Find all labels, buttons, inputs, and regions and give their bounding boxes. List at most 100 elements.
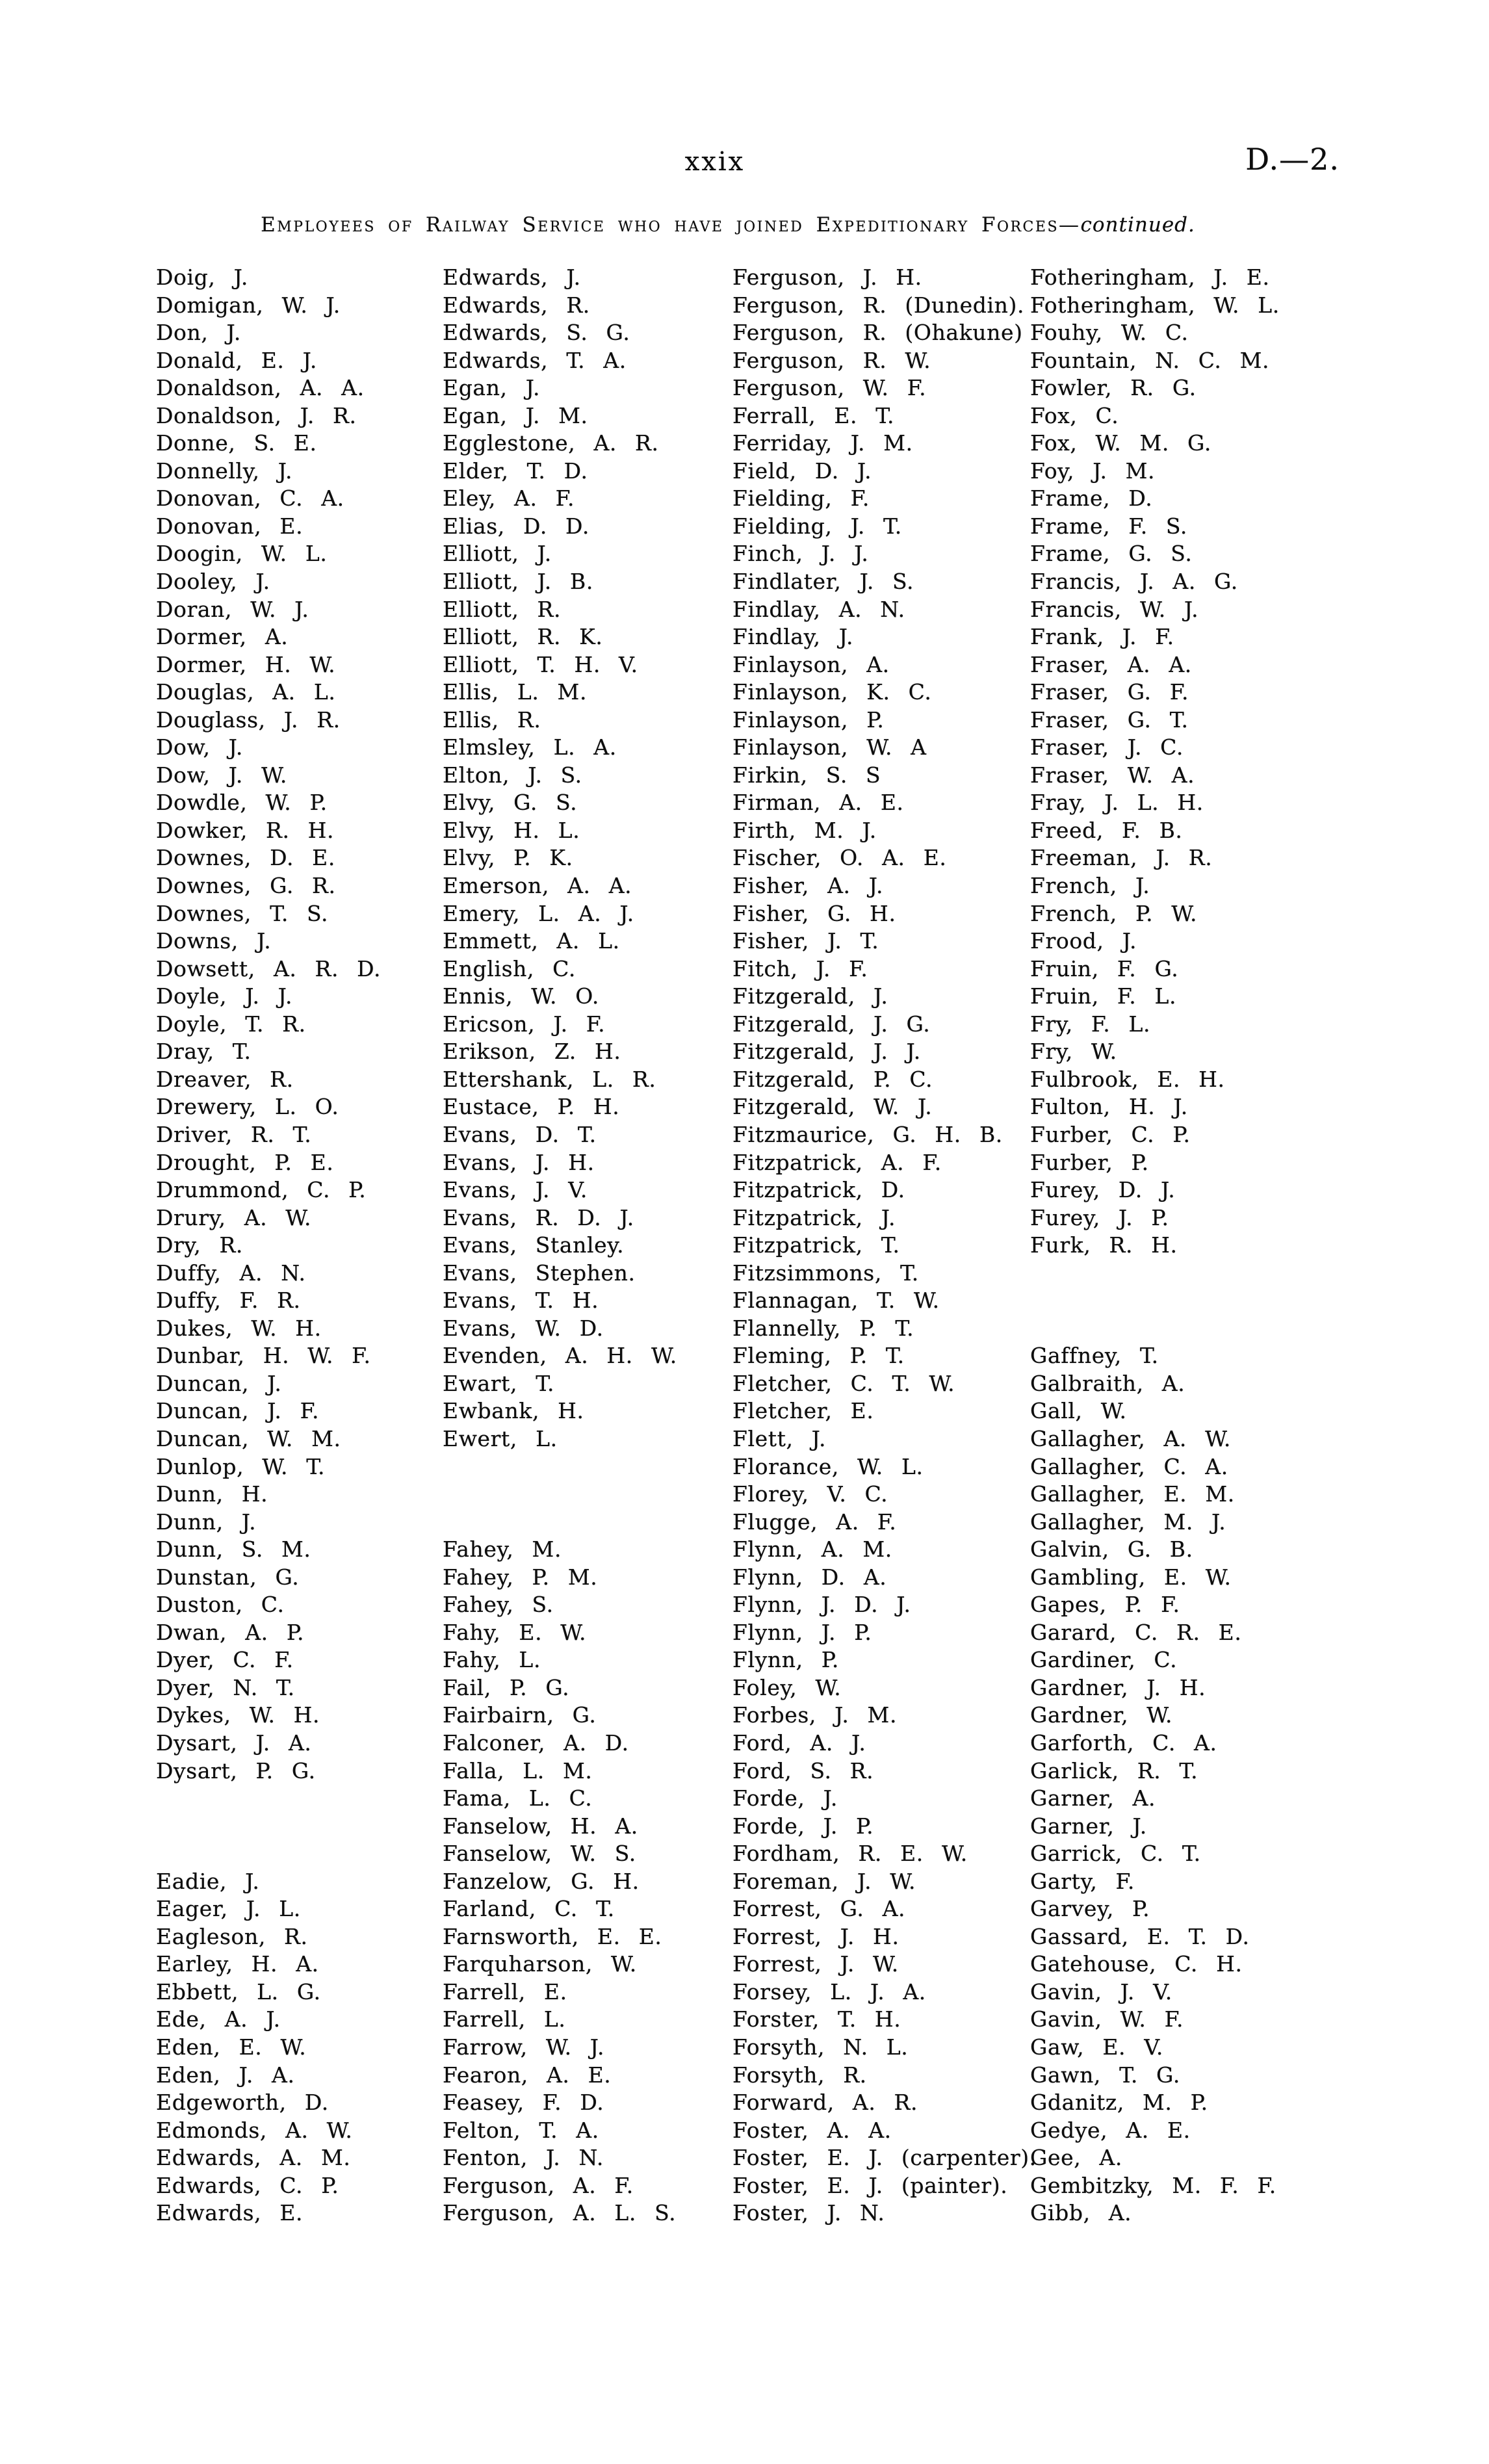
name-entry: Dowdle, W. P.	[156, 790, 328, 816]
name-entry: Fairbairn, G.	[443, 1702, 597, 1728]
name-entry: Fahy, E. W.	[443, 1619, 587, 1645]
name-entry: Evans, T. H.	[443, 1288, 599, 1314]
name-entry: Gaffney, T.	[1030, 1343, 1159, 1369]
name-entry: Frame, D.	[1030, 486, 1153, 512]
name-entry: Garforth, C. A.	[1030, 1730, 1217, 1756]
name-entry: Foster, E. J. (painter).	[732, 2172, 1008, 2198]
name-entry: Duffy, F. R.	[156, 1288, 301, 1314]
name-entry: Edwards, A. M.	[156, 2145, 351, 2171]
name-entry: Ewbank, H.	[443, 1398, 584, 1424]
name-entry: Foy, J. M.	[1030, 458, 1156, 484]
name-entry: Dyer, C. F.	[156, 1647, 294, 1673]
name-entry: Foster, J. N.	[732, 2200, 885, 2226]
name-entry: Fry, F. L.	[1030, 1011, 1151, 1037]
name-entry: Elton, J. S.	[443, 762, 582, 788]
name-entry: Elliott, T. H. V.	[443, 651, 638, 677]
name-entry: Frame, F. S.	[1030, 513, 1188, 539]
name-entry: Elder, T. D.	[443, 458, 588, 484]
name-entry: Drewery, L. O.	[156, 1094, 339, 1120]
name-entry: English, C.	[443, 955, 576, 981]
name-entry: Freeman, J. R.	[1030, 845, 1213, 871]
name-entry: Doig, J.	[156, 265, 248, 290]
name-entry: Ford, S. R.	[732, 1757, 874, 1783]
name-entry: Fitzpatrick, A. F.	[732, 1149, 942, 1175]
name-entry: Fail, P. G.	[443, 1674, 570, 1700]
name-entry: Donaldson, A. A.	[156, 375, 365, 401]
name-entry: Fruin, F. L.	[1030, 983, 1177, 1009]
name-entry: Downes, G. R.	[156, 873, 336, 899]
name-entry: Florey, V. C.	[732, 1481, 888, 1507]
name-entry: Gallagher, M. J.	[1030, 1509, 1226, 1535]
name-entry: Flannelly, P. T.	[732, 1315, 914, 1341]
name-entry: Edmonds, A. W.	[156, 2117, 353, 2143]
name-entry: Edwards, R.	[443, 292, 590, 318]
name-entry: Dray, T.	[156, 1039, 252, 1065]
name-entry: Flynn, D. A.	[732, 1564, 887, 1590]
name-entry: Edwards, T. A.	[443, 347, 627, 373]
name-entry: Garvey, P.	[1030, 1896, 1150, 1922]
name-entry: Elvy, P. K.	[443, 845, 573, 871]
name-entry: Gallagher, C. A.	[1030, 1453, 1228, 1479]
name-entry: Fraser, G. T.	[1030, 707, 1189, 733]
name-entry: Dreaver, R.	[156, 1066, 294, 1092]
name-entry: Eden, E. W.	[156, 2034, 307, 2060]
name-entry: Finch, J. J.	[732, 541, 869, 567]
name-entry: Fruin, F. G.	[1030, 955, 1179, 981]
name-entry: Fowler, R. G.	[1030, 375, 1197, 401]
name-entry: Fraser, G. F.	[1030, 679, 1189, 705]
name-entry: Finlayson, K. C.	[732, 679, 932, 705]
name-entry: Gambling, E. W.	[1030, 1564, 1232, 1590]
name-entry: Drummond, C. P.	[156, 1177, 367, 1203]
name-entry: Ellis, R.	[443, 707, 541, 733]
document-reference: D.—2.	[1245, 142, 1340, 177]
name-entry: Dysart, P. G.	[156, 1757, 316, 1783]
name-entry: Fahey, S.	[443, 1592, 554, 1618]
name-entry: Dykes, W. H.	[156, 1702, 320, 1728]
name-entry: Gaw, E. V.	[1030, 2034, 1163, 2060]
name-entry: Freed, F. B.	[1030, 817, 1183, 843]
name-entry: Gall, W.	[1030, 1398, 1127, 1424]
name-entry: Doyle, J. J.	[156, 983, 293, 1009]
name-entry: Dry, R.	[156, 1232, 244, 1258]
name-entry: Fitzgerald, J.	[732, 983, 888, 1009]
name-entry: Downes, T. S.	[156, 900, 329, 926]
name-entry: Furk, R. H.	[1030, 1232, 1178, 1258]
name-entry: Garlick, R. T.	[1030, 1757, 1198, 1783]
name-entry: Eley, A. F.	[443, 486, 575, 512]
name-entry: Galbraith, A.	[1030, 1370, 1185, 1396]
name-entry: Fotheringham, J. E.	[1030, 265, 1270, 290]
name-entry: Dowsett, A. R. D.	[156, 955, 382, 981]
name-entry: Foreman, J. W.	[732, 1868, 916, 1894]
name-entry: Douglas, A. L.	[156, 679, 336, 705]
name-entry: Fountain, N. C. M.	[1030, 347, 1270, 373]
name-entry: Dunn, S. M.	[156, 1537, 311, 1563]
name-entry: Finlayson, W. A	[732, 734, 927, 760]
name-entry: Dunbar, H. W. F.	[156, 1343, 371, 1369]
name-entry: Firth, M. J.	[732, 817, 877, 843]
name-entry: Gedye, A. E.	[1030, 2117, 1191, 2143]
name-entry: Furey, J. P.	[1030, 1204, 1169, 1230]
name-entry: Eden, J. A.	[156, 2062, 295, 2088]
name-entry: Eadie, J.	[156, 1868, 260, 1894]
name-entry: Ede, A. J.	[156, 2006, 281, 2032]
name-entry: Duncan, W. M.	[156, 1425, 341, 1451]
name-entry: Domigan, W. J.	[156, 292, 341, 318]
name-entry: Driver, R. T.	[156, 1121, 312, 1147]
name-entry: Frame, G. S.	[1030, 541, 1193, 567]
name-entry: Ellis, L. M.	[443, 679, 588, 705]
name-entry: Garner, A.	[1030, 1785, 1156, 1811]
name-entry: Frood, J.	[1030, 928, 1137, 954]
name-entry: Fisher, J. T.	[732, 928, 879, 954]
name-entry: Edgeworth, D.	[156, 2090, 329, 2116]
name-entry: Garard, C. R. E.	[1030, 1619, 1242, 1645]
name-entry: Feasey, F. D.	[443, 2090, 604, 2116]
name-entry: Edwards, S. G.	[443, 320, 630, 346]
name-entry: Florance, W. L.	[732, 1453, 924, 1479]
name-entry: Fleming, P. T.	[732, 1343, 905, 1369]
name-entry: Finlayson, P.	[732, 707, 885, 733]
name-entry: Flynn, A. M.	[732, 1537, 892, 1563]
name-entry: Forsey, L. J. A.	[732, 1978, 926, 2004]
name-entry: Gibb, A.	[1030, 2200, 1132, 2226]
name-entry: Furber, C. P.	[1030, 1121, 1191, 1147]
name-entry: Gardner, W.	[1030, 1702, 1173, 1728]
